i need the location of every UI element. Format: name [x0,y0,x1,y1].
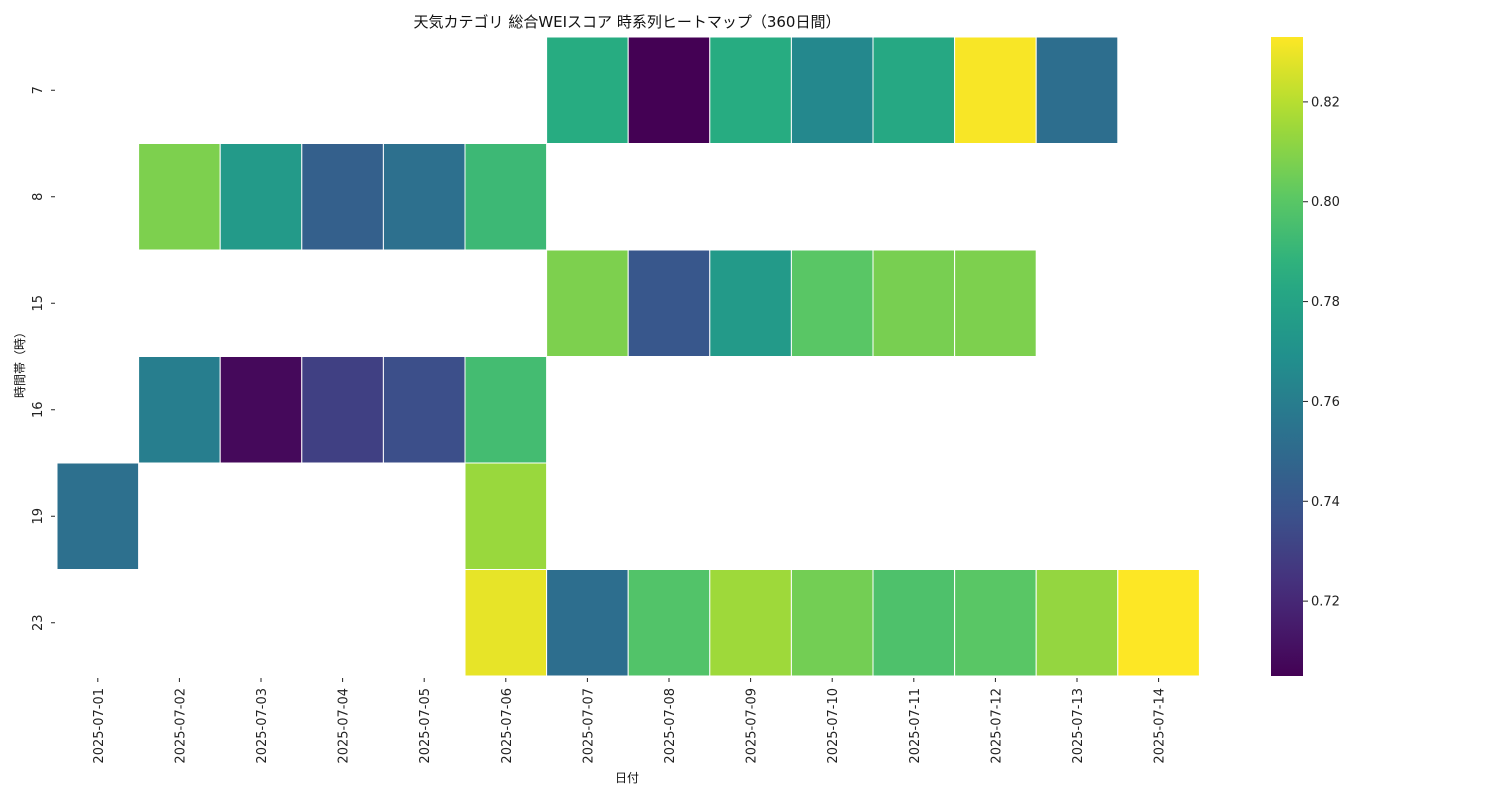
heatmap-cell [954,569,1037,677]
heatmap-cell [627,36,711,144]
colorbar-tick-label: 0.72 [1311,595,1340,610]
y-tick-label: 15 [31,295,46,312]
heatmap-cell [546,36,629,144]
y-tick-label: 23 [31,614,46,631]
heatmap-cell [219,356,303,464]
heatmap-cell [1035,36,1119,144]
x-tick-label: 2025-07-14 [1153,688,1168,764]
heatmap-cell [709,569,792,677]
colorbar-tick-label: 0.78 [1311,295,1340,310]
heatmap-cell [627,249,711,357]
y-axis-ticks: 7 8 15 16 19 23 [31,86,55,631]
y-tick-label: 8 [31,193,46,201]
heatmap-cell [301,143,384,251]
heatmap-cell [709,249,792,357]
y-tick-label: 7 [31,86,46,94]
x-tick-label: 2025-07-10 [826,688,841,764]
y-axis-label: 時間帯（時） [13,326,27,398]
colorbar-tick-label: 0.82 [1311,95,1340,110]
heatmap-cell [790,36,874,144]
heatmap-cell [627,569,711,677]
heatmap-cell [546,249,629,357]
heatmap-cells [56,36,1200,677]
x-tick-label: 2025-07-06 [500,688,515,764]
heatmap-cell [546,569,629,677]
heatmap-cell [709,36,792,144]
chart-title: 天気カテゴリ 総合WEIスコア 時系列ヒートマップ（360日間） [414,13,841,31]
heatmap-cell [464,569,548,677]
heatmap-cell [382,356,466,464]
heatmap-cell [954,249,1037,357]
heatmap-cell [56,462,140,570]
colorbar [1271,37,1303,676]
x-tick-label: 2025-07-07 [581,688,596,764]
heatmap-cell [464,143,548,251]
heatmap-cell [1117,569,1200,677]
x-axis-label: 日付 [615,771,639,785]
x-tick-label: 2025-07-09 [745,688,760,764]
colorbar-ticks: 0.72 0.74 0.76 0.78 0.80 0.82 [1303,95,1340,610]
x-tick-label: 2025-07-02 [173,688,188,764]
colorbar-tick-label: 0.76 [1311,395,1340,410]
heatmap-cell [1035,569,1119,677]
y-tick-label: 16 [31,401,46,418]
x-tick-label: 2025-07-12 [989,688,1004,764]
x-tick-label: 2025-07-01 [92,688,107,764]
heatmap-cell [464,462,548,570]
heatmap-cell [382,143,466,251]
heatmap-cell [138,143,221,251]
heatmap-cell [872,569,956,677]
heatmap-cell [954,36,1037,144]
colorbar-tick-label: 0.80 [1311,195,1340,210]
heatmap-cell [790,569,874,677]
x-tick-label: 2025-07-08 [663,688,678,764]
heatmap-cell [872,36,956,144]
x-tick-label: 2025-07-03 [255,688,270,764]
heatmap-cell [301,356,384,464]
colorbar-tick-label: 0.74 [1311,495,1340,510]
x-axis-ticks: 2025-07-01 2025-07-02 2025-07-03 2025-07-04… [92,678,1168,764]
x-tick-label: 2025-07-11 [908,688,923,764]
heatmap-cell [138,356,221,464]
y-tick-label: 19 [31,508,46,525]
x-tick-label: 2025-07-04 [337,688,352,764]
heatmap-cell [872,249,956,357]
heatmap-cell [790,249,874,357]
heatmap-cell [464,356,548,464]
heatmap-cell [219,143,303,251]
x-tick-label: 2025-07-05 [418,688,433,764]
x-tick-label: 2025-07-13 [1071,688,1086,764]
